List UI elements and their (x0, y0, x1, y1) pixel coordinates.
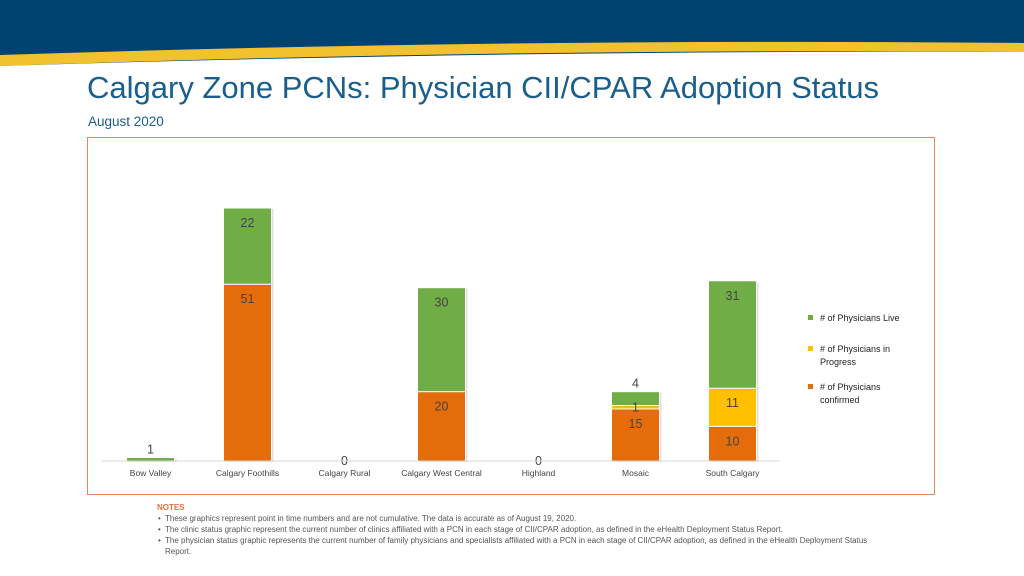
legend-label-of-physicians-confirmed: # of Physicians confirmed (820, 382, 881, 405)
notes-title: NOTES (157, 503, 185, 512)
x-tick-label: South Calgary (706, 468, 761, 478)
x-tick-label: Highland (522, 468, 556, 478)
data-label: 22 (241, 216, 255, 230)
page-subtitle: August 2020 (88, 114, 164, 129)
legend-swatch-of-physicians-confirmed (808, 384, 813, 389)
x-tick-label: Calgary Foothills (216, 468, 279, 478)
bar-south-calgary-of-physicians-live (708, 280, 757, 389)
notes-section: NOTES These graphics represent point in … (157, 502, 877, 557)
note-item: The clinic status graphic represent the … (158, 524, 877, 535)
x-tick-label: Calgary Rural (319, 468, 371, 478)
note-item: These graphics represent point in time n… (158, 513, 877, 524)
legend-swatch-of-physicians-in-progress (808, 346, 813, 351)
data-label: 10 (726, 434, 740, 448)
data-label: 1 (147, 443, 154, 457)
legend-swatch-of-physicians-live (808, 315, 813, 320)
header-banner (0, 0, 1024, 66)
data-label: 20 (435, 400, 449, 414)
bar-calgary-foothills-of-physicians-confirmed (223, 283, 272, 462)
data-label: 4 (632, 377, 639, 391)
notes-list: These graphics represent point in time n… (157, 513, 877, 557)
data-label: 11 (726, 396, 739, 410)
bar-calgary-foothills-of-physicians-live (223, 207, 272, 285)
bar-south-calgary-of-physicians-confirmed (708, 425, 757, 462)
chart-frame: 1 51 22 0 20 30 0 15 1 4 10 11 31 Bow Valley Calgary … (87, 137, 935, 495)
data-label: 1 (632, 401, 639, 415)
bar-mosaic-of-physicians-live (611, 391, 660, 407)
x-tick-label: Mosaic (622, 468, 650, 478)
data-label: 51 (241, 292, 255, 306)
legend: # of Physicians Live # of Physicians in Pr… (808, 313, 900, 405)
bar-calgary-west-central-of-physicians-live (417, 287, 466, 393)
bars-layer (126, 207, 759, 462)
data-label: 15 (629, 417, 643, 431)
data-label: 30 (435, 296, 449, 310)
data-label: 31 (726, 289, 740, 303)
x-tick-labels-layer: Bow Valley Calgary Foothills Calgary Rural… (130, 468, 760, 478)
bar-bow-valley-of-physicians-live (126, 457, 175, 462)
legend-label-of-physicians-live: # of Physicians Live (820, 313, 900, 323)
x-tick-label: Calgary West Central (401, 468, 482, 478)
bar-mosaic-of-physicians-confirmed (611, 408, 660, 462)
header-band-white (0, 51, 1024, 66)
x-tick-label: Bow Valley (130, 468, 172, 478)
header-band-gold (0, 41, 1024, 66)
page-title: Calgary Zone PCNs: Physician CII/CPAR Ad… (87, 70, 879, 105)
note-item: The physician status graphic represents … (158, 535, 877, 557)
bar-south-calgary-of-physicians-in-progress (708, 387, 757, 427)
legend-label-of-physicians-in-progress: # of Physicians in Progress (820, 344, 890, 367)
